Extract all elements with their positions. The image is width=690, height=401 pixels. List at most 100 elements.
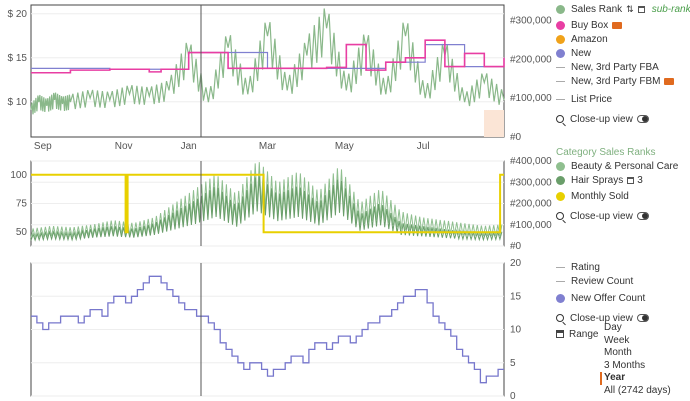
range-option-week[interactable]: Week — [604, 334, 630, 346]
legend-hair-sprays-count: 3 — [637, 174, 643, 186]
legend-hair-sprays-label: Hair Sprays — [571, 174, 624, 186]
toggle-icon[interactable] — [636, 212, 649, 220]
legend-monthly-sold-label: Monthly Sold — [571, 190, 629, 202]
legend-list-price[interactable]: List Price — [556, 92, 690, 106]
hair-sprays-swatch-icon — [556, 175, 565, 185]
legend-beauty[interactable]: Beauty & Personal Care — [556, 159, 678, 173]
legend-sales-rank[interactable]: Sales Rank⇅ sub-ranks — [556, 2, 690, 16]
toggle-icon[interactable] — [636, 314, 649, 322]
range-option-year[interactable]: Year — [600, 372, 671, 385]
toggle-icon[interactable] — [636, 115, 649, 123]
range-option-month[interactable]: Month — [604, 347, 632, 358]
closeup-highlight — [484, 110, 504, 137]
legend-buy-box-label: Buy Box — [571, 19, 609, 31]
month-tick-label: May — [335, 141, 354, 152]
offer-y-tick-label: 0 — [510, 391, 516, 401]
category-rank-y-tick-label: #400,000 — [510, 156, 552, 167]
sales-rank-y-tick-label: #100,000 — [510, 93, 552, 104]
sales-rank-y-tick-label: #200,000 — [510, 54, 552, 65]
subcategory-tree-icon — [627, 176, 635, 184]
subranks-link[interactable]: sub-ranks — [651, 3, 690, 15]
legend-new-offer-count[interactable]: New Offer Count — [556, 291, 649, 305]
monthly-sold-y-tick-label: 75 — [16, 199, 28, 210]
offer-legend: Rating Review Count New Offer Count Clos… — [556, 260, 649, 341]
legend-new-label: New — [571, 47, 592, 59]
magnifier-icon — [556, 212, 564, 220]
legend-rating-label: Rating — [571, 261, 600, 273]
beauty-swatch-icon — [556, 161, 565, 171]
legend-new-3p-fbm[interactable]: New, 3rd Party FBM — [556, 74, 690, 88]
category-legend: Category Sales Ranks Beauty & Personal C… — [556, 145, 678, 223]
closeup-label-1: Close-up view — [570, 113, 633, 125]
legend-buy-box[interactable]: Buy Box — [556, 18, 690, 32]
price-panel-frame — [30, 4, 505, 138]
sort-icon[interactable]: ⇅ — [626, 3, 634, 14]
price-y-tick-label: $ 15 — [8, 53, 28, 64]
beauty-rank-line — [30, 162, 503, 238]
truck-icon — [612, 21, 623, 29]
closeup-label-3: Close-up view — [570, 312, 633, 324]
range-options: Day Week Month 3 Months Year All (2742 d… — [600, 322, 671, 397]
category-rank-y-tick-label: #100,000 — [510, 220, 552, 231]
range-label-row: Range — [556, 327, 649, 341]
subranks-tree-icon — [637, 5, 645, 13]
legend-beauty-label: Beauty & Personal Care — [571, 160, 679, 172]
category-rank-y-tick-label: #300,000 — [510, 177, 552, 188]
price-y-tick-label: $ 20 — [8, 9, 28, 20]
price-y-tick-label: $ 10 — [8, 97, 28, 108]
range-option-day[interactable]: Day — [604, 322, 622, 333]
calendar-icon — [556, 330, 564, 338]
legend-list-price-label: List Price — [571, 93, 613, 105]
month-tick-label: Nov — [115, 141, 133, 152]
sales-rank-y-tick-label: #0 — [510, 132, 522, 143]
closeup-toggle-3[interactable]: Close-up view — [556, 311, 649, 325]
legend-sales-rank-label: Sales Rank — [571, 3, 623, 15]
amazon-swatch-icon — [556, 34, 565, 44]
legend-new-3p-fba[interactable]: New, 3rd Party FBA — [556, 60, 690, 74]
range-option-all[interactable]: All (2742 days) — [604, 384, 671, 396]
category-rank-y-tick-label: #200,000 — [510, 199, 552, 210]
month-tick-label: Jul — [417, 141, 430, 152]
legend-review-count[interactable]: Review Count — [556, 274, 649, 288]
new-swatch-icon — [556, 48, 565, 58]
month-tick-label: Sep — [34, 141, 52, 152]
month-tick-label: Jan — [181, 141, 197, 152]
monthly-sold-y-tick-label: 50 — [16, 227, 28, 238]
magnifier-icon — [556, 115, 564, 123]
range-label: Range — [569, 328, 599, 340]
monthly-sold-y-tick-label: 100 — [10, 170, 27, 181]
hair-sprays-rank-line — [30, 176, 503, 242]
review-line-icon — [556, 280, 565, 282]
offer-y-tick-label: 5 — [510, 358, 516, 369]
list-price-line-icon — [556, 98, 565, 100]
new-offer-count-line — [31, 275, 504, 384]
offer-y-tick-label: 10 — [510, 325, 522, 336]
offer-y-tick-label: 20 — [510, 258, 522, 269]
month-tick-label: Mar — [259, 141, 277, 152]
legend-hair-sprays[interactable]: Hair Sprays 3 — [556, 173, 678, 187]
monthly-sold-swatch-icon — [556, 191, 565, 201]
truck-icon — [664, 77, 675, 85]
closeup-toggle-1[interactable]: Close-up view — [556, 112, 690, 126]
sales-rank-line — [30, 8, 505, 115]
offer-swatch-icon — [556, 293, 565, 303]
offer-y-tick-label: 15 — [510, 291, 522, 302]
legend-review-count-label: Review Count — [571, 275, 634, 287]
sales-rank-y-tick-label: #300,000 — [510, 16, 552, 27]
category-header: Category Sales Ranks — [556, 146, 656, 158]
legend-new-3p-fbm-label: New, 3rd Party FBM — [571, 75, 661, 87]
buy-box-line — [31, 39, 505, 74]
legend-amazon-label: Amazon — [571, 33, 608, 45]
legend-new-3p-fba-label: New, 3rd Party FBA — [571, 61, 659, 73]
magnifier-icon — [556, 314, 564, 322]
range-option-3-months[interactable]: 3 Months — [604, 359, 646, 371]
closeup-toggle-2[interactable]: Close-up view — [556, 209, 678, 223]
fba-line-icon — [556, 66, 565, 68]
legend-monthly-sold[interactable]: Monthly Sold — [556, 189, 678, 203]
legend-amazon[interactable]: Amazon — [556, 32, 690, 46]
legend-new[interactable]: New — [556, 46, 690, 60]
closeup-label-2: Close-up view — [570, 210, 633, 222]
category-rank-y-tick-label: #0 — [510, 241, 522, 252]
legend-rating[interactable]: Rating — [556, 260, 649, 274]
